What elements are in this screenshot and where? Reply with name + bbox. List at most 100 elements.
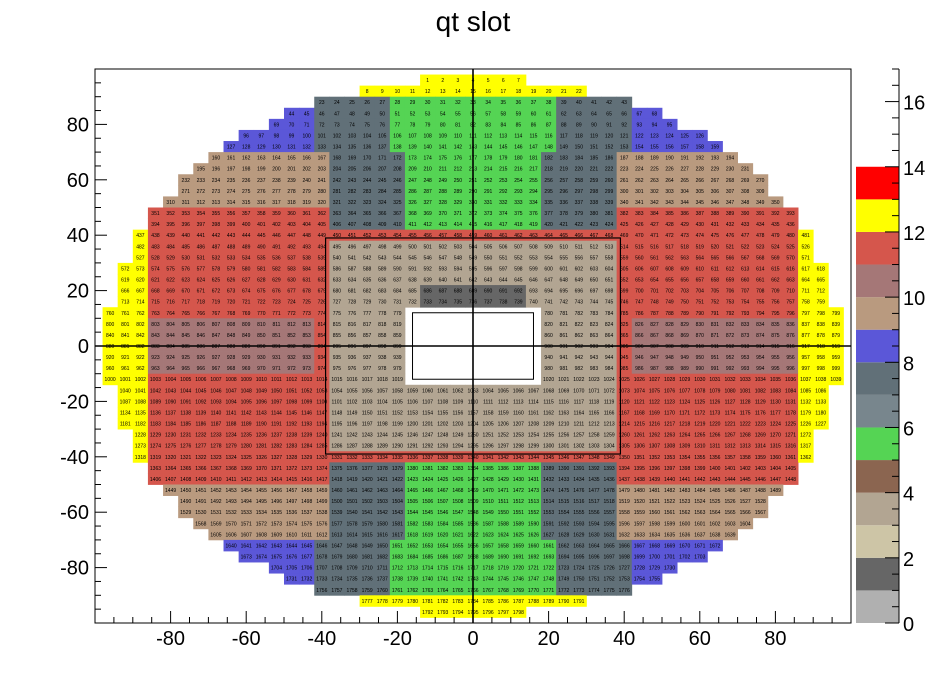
heatmap-cell xyxy=(616,141,633,153)
cell-slot-label: 401 xyxy=(257,222,266,228)
heatmap-cell xyxy=(163,307,179,319)
heatmap-cell xyxy=(329,174,345,186)
heatmap-cell xyxy=(571,584,587,596)
cell-slot-label: 1370 xyxy=(256,466,267,472)
cell-slot-label: 652 xyxy=(620,278,629,284)
heatmap-cell xyxy=(404,506,421,519)
heatmap-cell xyxy=(389,273,406,286)
heatmap-cell xyxy=(389,251,406,264)
heatmap-cell xyxy=(571,240,587,253)
cell-slot-label: 1227 xyxy=(815,422,826,428)
cell-slot-label: 1385 xyxy=(483,466,494,472)
heatmap-cell xyxy=(662,373,678,386)
cell-slot-label: 946 xyxy=(635,355,644,361)
heatmap-cell xyxy=(480,473,497,485)
cell-slot-label: 215 xyxy=(499,167,508,173)
cell-slot-label: 1099 xyxy=(301,399,312,405)
cell-slot-label: 1115 xyxy=(543,399,554,405)
cell-slot-label: 1758 xyxy=(346,588,357,594)
cell-slot-label: 26 xyxy=(364,100,370,106)
cell-slot-label: 170 xyxy=(363,156,372,162)
cell-slot-label: 1696 xyxy=(588,555,599,561)
heatmap-cell xyxy=(420,229,436,242)
heatmap-cell xyxy=(601,141,618,153)
heatmap-cell xyxy=(208,418,224,430)
cell-slot-label: 1255 xyxy=(543,433,554,439)
cell-slot-label: 1088 xyxy=(135,399,146,405)
heatmap-cell xyxy=(586,141,602,153)
cell-slot-label: 1623 xyxy=(483,532,494,538)
cell-slot-label: 1478 xyxy=(604,488,615,494)
heatmap-cell xyxy=(329,473,345,485)
cell-slot-label: 1272 xyxy=(800,433,811,439)
heatmap-cell xyxy=(677,418,693,430)
heatmap-cell xyxy=(692,429,708,441)
cell-slot-label: 1761 xyxy=(392,588,403,594)
cell-slot-label: 1421 xyxy=(377,477,388,483)
cell-slot-label: 758 xyxy=(801,300,810,306)
cell-slot-label: 1401 xyxy=(724,466,735,472)
cell-slot-label: 1561 xyxy=(664,510,675,516)
heatmap-cell xyxy=(510,539,527,552)
heatmap-cell xyxy=(117,285,134,297)
cell-slot-label: 386 xyxy=(681,211,690,217)
heatmap-cell xyxy=(601,473,618,485)
cell-slot-label: 158 xyxy=(696,145,705,151)
cell-slot-label: 186 xyxy=(605,156,614,162)
heatmap-cell xyxy=(435,240,451,253)
heatmap-cell xyxy=(556,240,572,253)
cell-slot-label: 155 xyxy=(650,145,659,151)
cell-slot-label: 792 xyxy=(726,311,735,317)
y-tick-label: 0 xyxy=(78,336,89,358)
color-bar-level xyxy=(856,362,899,395)
heatmap-cell xyxy=(556,318,572,330)
cell-slot-label: 1475 xyxy=(558,488,569,494)
cell-slot-label: 1437 xyxy=(619,477,630,483)
cell-slot-label: 167 xyxy=(318,156,327,162)
heatmap-cell xyxy=(692,362,708,375)
cell-slot-label: 1341 xyxy=(483,455,494,461)
heatmap-cell xyxy=(737,307,754,319)
heatmap-cell xyxy=(707,373,723,386)
cell-slot-label: 731 xyxy=(393,300,402,306)
cell-slot-label: 1219 xyxy=(694,422,705,428)
cell-slot-label: 493 xyxy=(303,244,312,250)
heatmap-cell xyxy=(389,207,406,219)
heatmap-cell xyxy=(571,573,587,585)
heatmap-cell xyxy=(677,285,693,297)
cell-slot-label: 457 xyxy=(439,233,448,239)
heatmap-cell xyxy=(374,418,391,430)
heatmap-cell xyxy=(420,506,436,519)
cell-slot-label: 578 xyxy=(212,266,221,272)
cell-slot-label: 1781 xyxy=(422,599,433,605)
heatmap-cell xyxy=(299,262,315,275)
heatmap-cell xyxy=(480,296,497,308)
heatmap-cell xyxy=(208,218,224,231)
heatmap-cell xyxy=(616,584,633,596)
heatmap-cell xyxy=(147,418,164,430)
heatmap-cell xyxy=(556,273,572,286)
heatmap-cell xyxy=(480,141,497,153)
heatmap-cell xyxy=(284,141,300,153)
cell-slot-label: 515 xyxy=(635,244,644,250)
cell-slot-label: 885 xyxy=(182,344,191,350)
heatmap-cell xyxy=(586,152,602,164)
cell-slot-label: 1675 xyxy=(271,555,282,561)
heatmap-cell xyxy=(480,229,497,242)
cell-slot-label: 1490 xyxy=(180,499,191,505)
cell-slot-label: 279 xyxy=(303,189,312,195)
heatmap-cell xyxy=(268,418,285,430)
heatmap-cell xyxy=(374,229,391,242)
heatmap-cell xyxy=(420,129,436,142)
cell-slot-label: 703 xyxy=(681,289,690,295)
cell-slot-label: 1550 xyxy=(498,510,509,516)
heatmap-cell xyxy=(435,462,451,474)
cell-slot-label: 968 xyxy=(227,366,236,372)
heatmap-cell xyxy=(541,573,557,585)
heatmap-cell xyxy=(737,517,754,530)
heatmap-cell xyxy=(541,163,557,175)
cell-slot-label: 1748 xyxy=(543,577,554,583)
heatmap-cell xyxy=(662,296,678,308)
heatmap-cell xyxy=(374,163,391,175)
cell-slot-label: 233 xyxy=(197,178,206,184)
